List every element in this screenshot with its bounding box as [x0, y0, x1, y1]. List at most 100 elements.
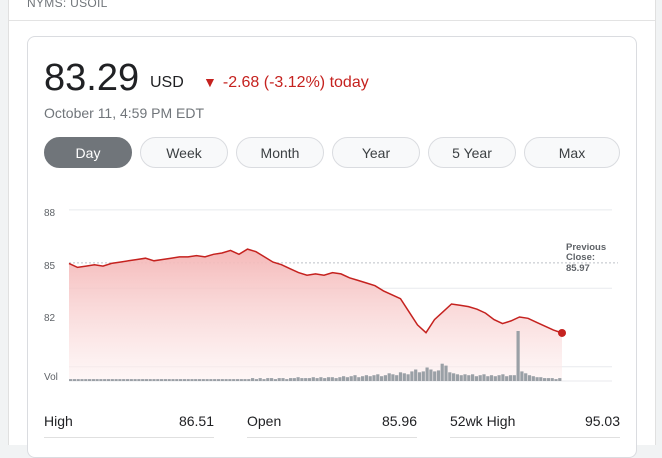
volume-bar [232, 379, 236, 381]
divider [450, 437, 620, 438]
volume-bar [289, 378, 293, 381]
price-area [69, 249, 562, 381]
volume-bar [91, 379, 95, 381]
volume-bar [459, 375, 463, 381]
volume-bar [326, 377, 331, 381]
volume-bar [410, 371, 414, 381]
stat-label: High [44, 413, 73, 429]
volume-bar [186, 379, 190, 381]
volume-bar [364, 375, 368, 381]
volume-bar [311, 377, 315, 381]
knowledge-panel: NYMS: USOIL 83.29 USD ▼ -2.68 (-3.12%) to… [8, 0, 656, 458]
volume-bar [262, 379, 266, 381]
volume-bar [315, 378, 319, 381]
tab-day[interactable]: Day [44, 137, 132, 168]
y-tick-label: 85 [44, 261, 56, 272]
tab-week[interactable]: Week [140, 137, 228, 168]
volume-bar [463, 374, 467, 381]
stat-value: 85.96 [381, 413, 417, 429]
volume-bar [330, 377, 334, 381]
volume-bar [338, 377, 342, 381]
volume-bar [69, 379, 73, 381]
volume-bar [205, 379, 209, 381]
volume-bar [440, 363, 444, 381]
finance-card: 83.29 USD ▼ -2.68 (-3.12%) today October … [27, 36, 637, 458]
volume-bar [452, 373, 456, 381]
volume-bar [201, 379, 205, 381]
volume-bar [376, 374, 380, 381]
volume-bar [508, 375, 513, 381]
volume-bar [251, 378, 255, 381]
stat-value: 95.03 [584, 413, 620, 429]
volume-bar [137, 379, 141, 381]
volume-bar [103, 379, 107, 381]
volume-bar [383, 375, 387, 381]
volume-bar [387, 373, 391, 381]
volume-bars [69, 331, 562, 381]
volume-bar [444, 365, 448, 381]
volume-bar [342, 376, 346, 381]
down-arrow-icon: ▼ [203, 74, 217, 90]
volume-bar [406, 374, 410, 381]
divider [9, 20, 655, 21]
tab-max[interactable]: Max [524, 137, 620, 168]
volume-bar [88, 379, 92, 381]
divider [247, 437, 417, 438]
volume-bar [182, 379, 186, 381]
volume-bar [209, 379, 213, 381]
volume-bar [76, 379, 80, 381]
volume-bar [239, 379, 243, 381]
volume-bar [334, 378, 338, 381]
stat-52wk-high: 52wk High 95.03 [450, 413, 620, 429]
volume-bar [486, 376, 490, 381]
price-line [68, 248, 563, 334]
volume-bar [228, 379, 232, 381]
volume-bar [554, 379, 558, 381]
volume-bar [512, 375, 516, 381]
volume-bar [254, 379, 258, 381]
tab-month[interactable]: Month [236, 137, 324, 168]
volume-bar [372, 375, 376, 381]
volume-bar [281, 378, 285, 381]
volume-bar [353, 375, 357, 381]
volume-bar [163, 379, 167, 381]
stat-label: Open [247, 413, 282, 429]
currency: USD [150, 74, 184, 91]
quote-timestamp: October 11, 4:59 PM EDT [44, 105, 205, 121]
volume-bar [402, 373, 406, 381]
volume-bar [118, 379, 122, 381]
volume-bar [285, 379, 289, 381]
volume-bar [296, 377, 300, 381]
volume-bar [307, 378, 312, 381]
volume-bar [497, 375, 501, 381]
tab-5-year[interactable]: 5 Year [428, 137, 516, 168]
volume-bar [156, 379, 160, 381]
tab-year[interactable]: Year [332, 137, 420, 168]
current-price: 83.29 [44, 57, 140, 99]
volume-bar [531, 376, 535, 381]
volume-bar [197, 379, 202, 381]
volume-bar [258, 378, 262, 381]
volume-bar [167, 379, 171, 381]
volume-label: Vol [44, 372, 58, 383]
volume-bar [224, 379, 228, 381]
volume-bar [125, 379, 130, 381]
volume-bar [482, 374, 486, 381]
volume-bar [516, 331, 520, 381]
previous-close-label: Close: [566, 252, 595, 263]
stat-high: High 86.51 [44, 413, 214, 429]
volume-bar [129, 379, 133, 381]
volume-bar [398, 372, 403, 381]
y-tick-label: 88 [44, 208, 56, 219]
volume-bar [448, 372, 452, 381]
volume-bar [114, 379, 118, 381]
volume-bar [213, 379, 217, 381]
volume-bar [122, 379, 126, 381]
price-chart[interactable]: 88 85 82 Vol Previous Close: 85.97 [28, 197, 636, 397]
volume-bar [501, 374, 505, 381]
volume-bar [216, 379, 221, 381]
volume-bar [95, 379, 99, 381]
volume-bar [345, 377, 349, 381]
volume-bar [247, 379, 251, 381]
volume-bar [558, 378, 562, 381]
